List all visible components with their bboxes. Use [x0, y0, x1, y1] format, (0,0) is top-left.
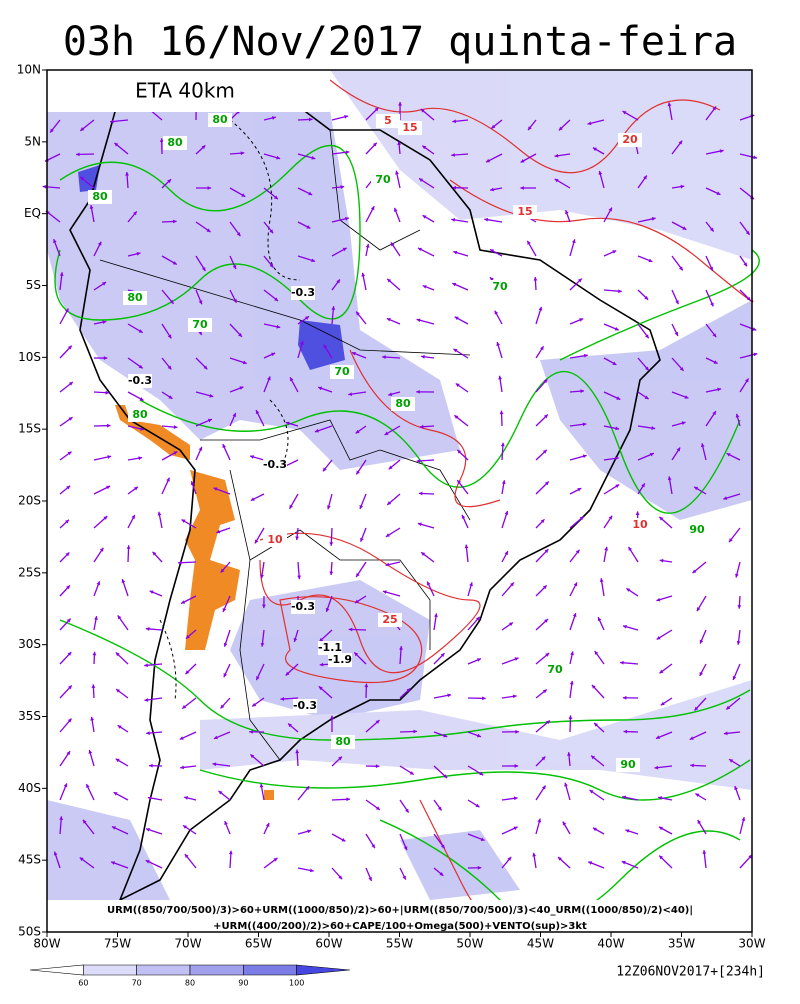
colorbar-label: 90 [238, 979, 248, 988]
contour-label: -1.9 [328, 653, 352, 666]
x-tick-label: 45W [527, 937, 554, 951]
contour-label: -0.3 [291, 600, 315, 613]
contour-label: 10 [267, 533, 283, 546]
y-tick-label: 10S [18, 350, 41, 364]
contour-label: 70 [334, 365, 350, 378]
y-tick-label: 50S [18, 925, 41, 939]
colorbar-segment [83, 965, 136, 975]
colorbar-label: 70 [132, 979, 142, 988]
model-label: ETA 40km [135, 79, 235, 103]
contour-label: 80 [127, 291, 143, 304]
x-tick-label: 60W [315, 937, 342, 951]
y-tick-label: 40S [18, 781, 41, 795]
y-tick-label: 20S [18, 494, 41, 508]
contour-label: 25 [382, 613, 397, 626]
run-label: 12Z06NOV2017+[234h] [616, 965, 765, 980]
contour-label: -0.3 [263, 458, 287, 471]
colorbar-segment [243, 965, 296, 975]
colorbar-label: 100 [289, 979, 304, 988]
x-tick-label: 80W [33, 937, 60, 951]
contour-label: 70 [547, 663, 563, 676]
formula-line: URM((850/700/500)/3)>60+URM((1000/850)/2… [107, 905, 693, 916]
x-tick-label: 30W [738, 937, 765, 951]
x-tick-label: 35W [668, 937, 695, 951]
x-tick-label: 70W [174, 937, 201, 951]
contour-label: 15 [402, 121, 417, 134]
contour-label: 20 [622, 133, 638, 146]
x-tick-label: 65W [245, 937, 272, 951]
x-tick-label: 75W [104, 937, 131, 951]
contour-label: 10 [632, 518, 648, 531]
y-tick-label: 5S [26, 278, 41, 292]
contour-label: 90 [689, 523, 705, 536]
contour-label: 15 [517, 205, 532, 218]
contour-label: 80 [132, 408, 148, 421]
contour-label: 80 [92, 190, 108, 203]
x-tick-label: 40W [597, 937, 624, 951]
y-tick-label: 5N [24, 134, 41, 148]
y-tick-label: 45S [18, 853, 41, 867]
x-tick-label: 50W [456, 937, 483, 951]
contour-label: -0.3 [128, 374, 152, 387]
contour-label: -0.3 [291, 286, 315, 299]
contour-label: 90 [620, 758, 636, 771]
colorbar-label: 60 [78, 979, 88, 988]
contour-label: -0.3 [293, 699, 317, 712]
x-tick-label: 55W [386, 937, 413, 951]
contour-label: 5 [384, 114, 392, 127]
patch [264, 790, 274, 800]
colorbar-label: 80 [185, 979, 195, 988]
y-tick-label: EQ [24, 206, 41, 220]
contour-label: 70 [375, 173, 391, 186]
contour-label: 80 [212, 113, 228, 126]
y-tick-label: 25S [18, 565, 41, 579]
formula-line: +URM((400/200)/2)>60+CAPE/100+Omega(500)… [213, 921, 587, 932]
y-tick-label: 10N [17, 63, 41, 77]
y-tick-label: 35S [18, 709, 41, 723]
contour-label: 80 [395, 397, 411, 410]
title: 03h 16/Nov/2017 quinta-feira [63, 19, 737, 65]
contour-label: 70 [192, 318, 208, 331]
colorbar-segment [137, 965, 190, 975]
y-tick-label: 30S [18, 637, 41, 651]
map-area: 80 80 80 80 70 70 70 80 90 -0.3 -0.3 -0.3 -0.3 -0.3 -1… [43, 70, 760, 932]
y-tick-label: 15S [18, 422, 41, 436]
contour-label: 70 [492, 280, 508, 293]
contour-label: 80 [167, 136, 183, 149]
colorbar-segment [190, 965, 243, 975]
contour-label: 80 [335, 735, 351, 748]
